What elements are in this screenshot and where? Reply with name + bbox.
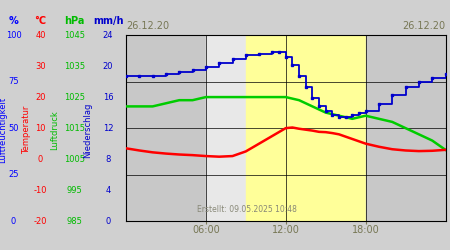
Text: 16: 16 bbox=[103, 92, 113, 102]
Text: 985: 985 bbox=[66, 217, 82, 226]
Text: 26.12.20: 26.12.20 bbox=[126, 21, 169, 31]
Text: 40: 40 bbox=[35, 30, 46, 40]
Text: Niederschlag: Niederschlag bbox=[83, 102, 92, 158]
Text: -10: -10 bbox=[34, 186, 47, 195]
Text: mm/h: mm/h bbox=[93, 16, 123, 26]
Text: 8: 8 bbox=[105, 155, 111, 164]
Text: 0: 0 bbox=[105, 217, 111, 226]
Text: 20: 20 bbox=[35, 92, 46, 102]
Text: 1015: 1015 bbox=[64, 124, 85, 132]
Text: 4: 4 bbox=[105, 186, 111, 195]
Text: 50: 50 bbox=[8, 124, 19, 132]
Bar bbox=[246, 35, 365, 221]
Text: 1045: 1045 bbox=[64, 30, 85, 40]
Text: 10: 10 bbox=[35, 124, 46, 132]
Text: 995: 995 bbox=[67, 186, 82, 195]
Text: Erstellt: 09.05.2025 10:48: Erstellt: 09.05.2025 10:48 bbox=[198, 205, 297, 214]
Text: Luftdruck: Luftdruck bbox=[50, 110, 59, 150]
Text: °C: °C bbox=[35, 16, 46, 26]
Text: 26.12.20: 26.12.20 bbox=[402, 21, 446, 31]
Text: 1035: 1035 bbox=[64, 62, 85, 70]
Text: hPa: hPa bbox=[64, 16, 85, 26]
Text: %: % bbox=[9, 16, 18, 26]
Text: 24: 24 bbox=[103, 30, 113, 40]
Text: 1025: 1025 bbox=[64, 92, 85, 102]
Bar bbox=[365, 35, 446, 221]
Text: 75: 75 bbox=[8, 77, 19, 86]
Text: 25: 25 bbox=[8, 170, 19, 179]
Text: Luftfeuchtigkeit: Luftfeuchtigkeit bbox=[0, 97, 7, 163]
Text: 0: 0 bbox=[11, 217, 16, 226]
Text: 20: 20 bbox=[103, 62, 113, 70]
Text: Temperatur: Temperatur bbox=[22, 106, 31, 154]
Text: 30: 30 bbox=[35, 62, 46, 70]
Text: 0: 0 bbox=[38, 155, 43, 164]
Text: -20: -20 bbox=[34, 217, 47, 226]
Text: 12: 12 bbox=[103, 124, 113, 132]
Text: 1005: 1005 bbox=[64, 155, 85, 164]
Bar bbox=[206, 35, 246, 221]
Bar bbox=[126, 35, 206, 221]
Text: 100: 100 bbox=[5, 30, 22, 40]
